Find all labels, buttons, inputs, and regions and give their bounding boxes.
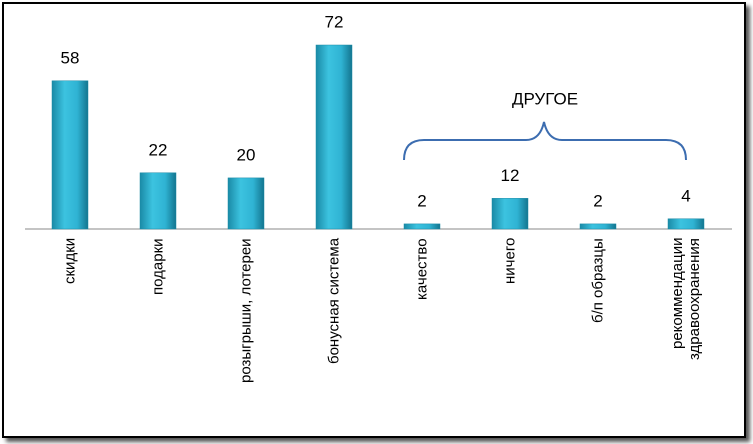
bar	[579, 223, 617, 230]
x-tick-label: подарки	[149, 238, 167, 295]
bar	[667, 218, 705, 230]
frame	[2, 2, 746, 438]
x-tick-label: ничего	[501, 238, 519, 285]
bar	[315, 44, 353, 230]
data-label: 72	[325, 12, 344, 31]
data-label: 12	[501, 166, 520, 185]
bar	[227, 177, 265, 230]
data-label: 4	[681, 186, 690, 205]
x-tick-label: скидки	[61, 238, 79, 285]
x-tick-label: качество	[413, 238, 431, 300]
x-tick-label: бонусная система	[325, 238, 343, 365]
data-label: 58	[61, 48, 80, 67]
bar	[51, 80, 89, 230]
x-tick-label: б/п образцы	[589, 238, 607, 323]
bar	[403, 223, 441, 230]
data-label: 2	[417, 191, 426, 210]
data-label: 20	[237, 145, 256, 164]
annotation: ДРУГОЕ	[512, 89, 578, 108]
data-label: 2	[593, 191, 602, 210]
x-tick-label: рекоммендации здравоохранения	[669, 238, 703, 360]
bar	[139, 172, 177, 230]
x-tick-label: розыгрыши, лотереи	[237, 238, 255, 383]
brace	[403, 121, 687, 161]
bar	[491, 198, 529, 230]
data-label: 22	[149, 140, 168, 159]
